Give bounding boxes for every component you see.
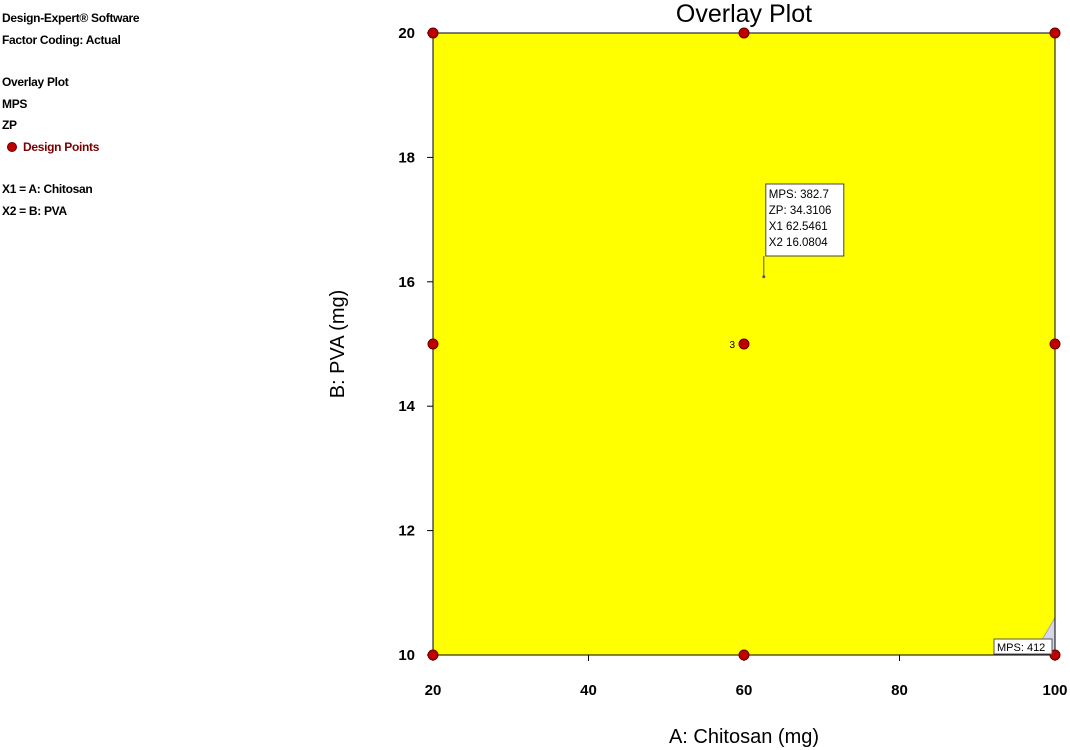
x-tick-label: 20 bbox=[425, 682, 442, 699]
legend-panel: Design-Expert® Software Factor Coding: A… bbox=[2, 8, 140, 222]
flag-line-4: X2 16.0804 bbox=[769, 237, 828, 249]
design-point bbox=[1049, 27, 1061, 39]
x-tick-label: 100 bbox=[1042, 682, 1067, 699]
design-point-icon bbox=[7, 142, 17, 153]
legend-response-mps: MPS bbox=[2, 96, 28, 111]
x-tick-label: 60 bbox=[736, 682, 753, 699]
x-axis-label: A: Chitosan (mg) bbox=[669, 726, 819, 748]
contour-label-text: MPS: 412 bbox=[997, 642, 1045, 654]
design-point bbox=[427, 338, 439, 350]
y-tick-label: 10 bbox=[398, 647, 415, 664]
legend-plot-name: Overlay Plot bbox=[2, 75, 69, 89]
y-axis-label: B: PVA (mg) bbox=[327, 290, 349, 399]
design-point bbox=[738, 338, 750, 350]
y-tick-label: 20 bbox=[398, 25, 415, 42]
design-point-count: 3 bbox=[729, 340, 735, 351]
design-point bbox=[738, 27, 750, 39]
flag-line-3: X1 62.5461 bbox=[769, 221, 828, 233]
y-tick-label: 14 bbox=[398, 398, 415, 415]
legend-response-zp: ZP bbox=[2, 118, 17, 132]
legend-design-points: Design Points bbox=[2, 137, 139, 159]
chart-title: Overlay Plot bbox=[676, 0, 812, 28]
factor-coding: Factor Coding: Actual bbox=[2, 32, 121, 47]
flag: MPS: 382.7 ZP: 34.3106 X1 62.5461 X2 16.… bbox=[762, 183, 845, 279]
axes: 20 40 60 80 100 10 12 14 16 18 20 bbox=[398, 25, 1067, 699]
software-name: Design-Expert® Software bbox=[2, 11, 140, 25]
contour-label: MPS: 412 bbox=[993, 638, 1053, 655]
contour-label-box bbox=[993, 638, 1053, 655]
design-point bbox=[427, 27, 439, 39]
flag-anchor bbox=[762, 275, 766, 279]
x-tick-label: 40 bbox=[580, 682, 597, 699]
y-tick-label: 12 bbox=[398, 523, 415, 540]
design-point bbox=[738, 649, 750, 661]
design-point bbox=[427, 649, 439, 661]
design-point bbox=[1049, 338, 1061, 350]
y-tick-label: 18 bbox=[398, 149, 415, 166]
x-tick-label: 80 bbox=[891, 682, 908, 699]
legend-x2: X2 = B: PVA bbox=[2, 203, 67, 218]
flag-box bbox=[765, 183, 845, 257]
legend-x1: X1 = A: Chitosan bbox=[2, 182, 93, 196]
flag-line-2: ZP: 34.3106 bbox=[769, 205, 832, 217]
design-points-label: Design Points bbox=[23, 139, 100, 154]
design-points: 3 bbox=[427, 27, 1061, 661]
y-tick-label: 16 bbox=[398, 274, 415, 291]
flag-line-1: MPS: 382.7 bbox=[769, 189, 829, 201]
